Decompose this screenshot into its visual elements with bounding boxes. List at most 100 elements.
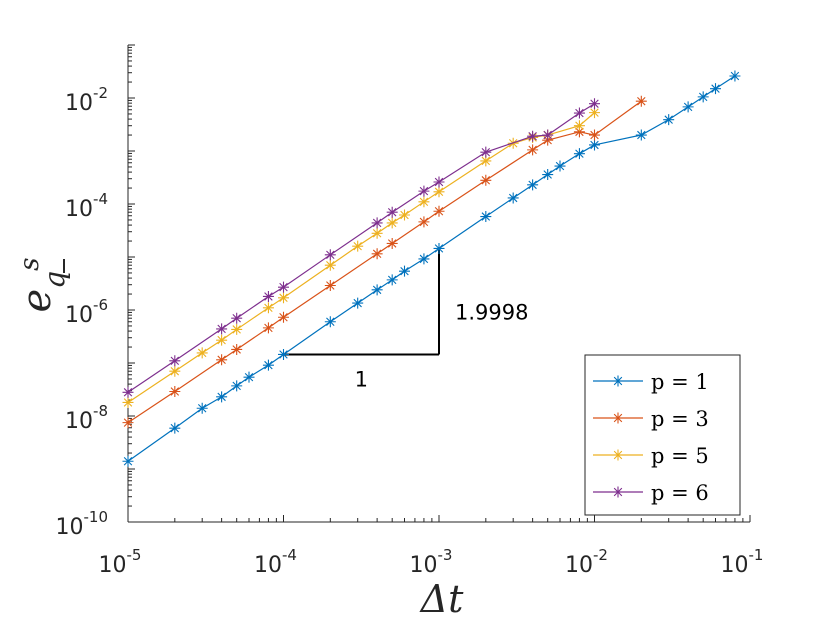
data-point xyxy=(635,95,647,107)
data-point xyxy=(573,120,585,132)
data-point xyxy=(682,101,694,113)
data-point xyxy=(278,281,289,293)
y-axis-title: eqs xyxy=(14,258,71,313)
series-1 xyxy=(122,70,741,467)
legend-item: p = 6 xyxy=(593,481,709,505)
series-line xyxy=(127,112,595,403)
data-point xyxy=(507,192,519,204)
x-tick-label: 10-3 xyxy=(410,546,453,578)
data-point xyxy=(169,355,181,367)
data-point xyxy=(542,129,554,141)
data-point xyxy=(122,386,134,398)
y-axis-title-sup: s xyxy=(15,258,45,271)
y-tick-label: 10-2 xyxy=(65,84,108,116)
data-point xyxy=(386,274,398,286)
y-tick-label: 10-10 xyxy=(56,508,109,540)
data-point xyxy=(573,148,585,160)
legend-label: p = 1 xyxy=(651,370,709,394)
data-point xyxy=(371,227,383,239)
data-point xyxy=(278,311,289,323)
data-point xyxy=(243,371,255,383)
data-point xyxy=(542,169,554,181)
data-point xyxy=(589,139,600,151)
data-point xyxy=(324,259,336,271)
x-tick-label: 10-2 xyxy=(565,546,608,578)
data-point xyxy=(433,242,445,254)
legend-item: p = 3 xyxy=(593,407,709,431)
y-tick-exponent: -6 xyxy=(93,296,108,314)
data-point xyxy=(352,240,364,252)
x-tick-exponent: -4 xyxy=(282,546,297,564)
x-tick-exponent: -1 xyxy=(749,546,764,564)
data-point xyxy=(663,114,675,126)
data-point xyxy=(527,130,539,142)
series-2 xyxy=(122,95,647,429)
data-point xyxy=(527,179,539,191)
x-tick-label: 10-4 xyxy=(254,546,297,578)
series-4 xyxy=(122,98,600,398)
legend-box xyxy=(584,354,741,516)
data-point xyxy=(386,237,398,249)
data-point xyxy=(710,83,722,95)
data-point xyxy=(122,396,134,408)
y-axis-title-sub: q xyxy=(38,271,71,289)
y-tick-label: 10-8 xyxy=(65,402,108,434)
data-point xyxy=(480,174,492,186)
legend-marker xyxy=(612,412,624,424)
data-point xyxy=(480,155,492,167)
data-point xyxy=(371,284,383,296)
data-point xyxy=(216,354,228,366)
y-tick-exponent: -10 xyxy=(84,508,109,526)
data-point xyxy=(433,205,445,217)
data-point xyxy=(418,216,430,228)
legend-marker xyxy=(612,375,624,387)
data-point xyxy=(216,334,228,346)
x-tick-label: 10-1 xyxy=(721,546,764,578)
data-point xyxy=(371,217,383,229)
data-point xyxy=(635,129,647,141)
data-point xyxy=(278,292,289,304)
data-point xyxy=(352,297,364,309)
data-point xyxy=(122,417,134,429)
data-point xyxy=(527,144,539,156)
x-tick-label: 10-5 xyxy=(99,546,142,578)
legend-label: p = 3 xyxy=(651,407,709,431)
series-layer xyxy=(122,70,741,467)
y-tick-label: 10-4 xyxy=(65,190,108,222)
legend-item: p = 1 xyxy=(593,370,709,394)
x-tick-exponent: -3 xyxy=(438,546,453,564)
legend-item: p = 5 xyxy=(593,444,709,468)
data-point xyxy=(169,385,181,397)
data-point xyxy=(589,129,600,141)
data-point xyxy=(216,323,228,335)
data-point xyxy=(231,312,243,324)
data-point xyxy=(589,107,600,119)
data-point xyxy=(371,248,383,260)
series-line xyxy=(127,103,595,393)
data-point xyxy=(196,347,208,359)
data-point xyxy=(433,186,445,198)
data-point xyxy=(399,209,411,221)
data-point xyxy=(729,70,741,82)
legend-marker xyxy=(612,449,624,461)
x-axis-title: Δt xyxy=(419,577,464,621)
data-point xyxy=(231,380,243,392)
data-point xyxy=(386,217,398,229)
data-point xyxy=(262,302,274,314)
slope-triangle: 1 1.9998 xyxy=(283,248,528,391)
data-point xyxy=(216,391,228,403)
data-point xyxy=(262,322,274,334)
data-point xyxy=(554,160,566,172)
data-point xyxy=(418,185,430,197)
data-point xyxy=(589,98,600,110)
legend: p = 1 p = 3 p = 5 p = 6 xyxy=(584,354,741,516)
y-tick-exponent: -4 xyxy=(93,190,108,208)
data-point xyxy=(122,455,134,467)
series-line xyxy=(127,100,642,424)
series-line xyxy=(127,75,736,462)
x-tick-exponent: -2 xyxy=(593,546,608,564)
y-tick-exponent: -2 xyxy=(93,84,108,102)
data-point xyxy=(262,359,274,371)
data-point xyxy=(278,348,289,360)
